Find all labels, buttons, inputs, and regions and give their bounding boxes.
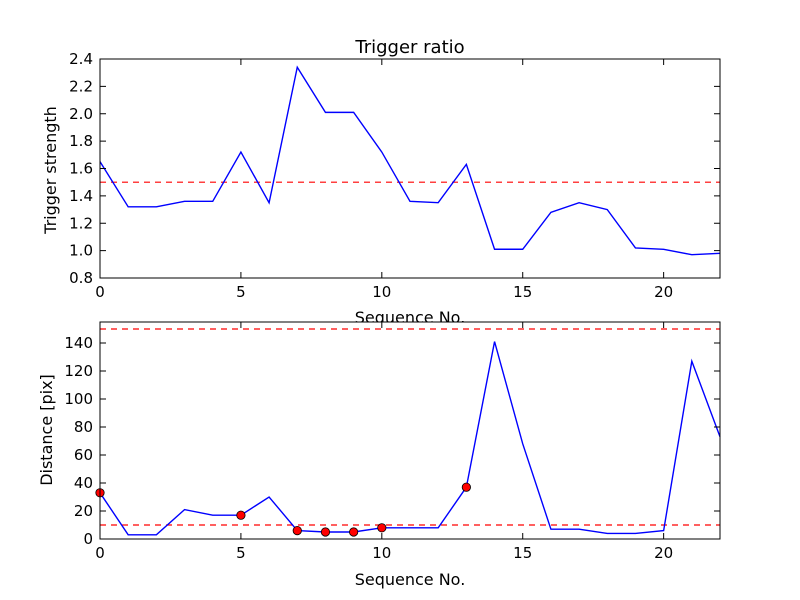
data-point-marker [236,510,246,520]
x-tick-label: 15 [513,283,532,301]
data-point-marker [292,525,302,536]
y-tick-label: 1.2 [69,214,93,232]
y-tick-label: 1.0 [69,242,93,260]
y-axis-label: Distance [pix] [37,374,56,486]
y-tick-label: 20 [74,502,93,520]
x-tick-label: 0 [95,544,105,562]
y-tick-label: 1.8 [69,132,93,150]
y-tick-label: 80 [74,418,93,436]
plot-background [100,59,720,278]
y-tick-label: 40 [74,474,93,492]
data-point-marker [320,527,331,537]
plot-area [99,65,721,256]
x-axis-label: Sequence No. [355,570,466,589]
trigger-ratio-chart: Trigger ratio Trigger strength Sequence … [41,37,721,327]
y-tick-label: 0.8 [69,269,93,287]
plot-frame [99,321,721,540]
x-tick-label: 10 [372,283,391,301]
plot-area [95,328,721,537]
tick-group: 0 5 10 15 20 0 20 40 60 80 100 120 140 [64,322,720,562]
x-tick-label: 5 [236,544,246,562]
y-tick-label: 100 [64,390,93,408]
data-point-marker [377,523,387,533]
x-tick-label: 0 [95,283,105,301]
x-tick-label: 5 [236,283,246,301]
y-tick-label: 2.4 [69,50,93,68]
series-line [99,65,721,256]
x-tick-label: 15 [513,544,532,562]
y-tick-label: 1.6 [69,160,93,178]
y-tick-label: 2.0 [69,105,93,123]
tick-group: 0 5 10 15 20 0.8 1.0 1.2 1.4 1.6 1.8 2.0 2.2 2.4 [69,50,720,301]
series-line [99,341,721,536]
chart-title: Trigger ratio [354,37,464,58]
x-tick-label: 20 [654,283,673,301]
data-point-marker [461,482,471,492]
y-axis-label: Trigger strength [41,106,60,235]
x-tick-label: 10 [372,544,391,562]
data-point-marker [349,527,359,537]
distance-chart: Distance [pix] Sequence No. 0 5 10 15 20 0 20 4… [37,321,721,589]
y-tick-label: 0 [83,530,93,548]
y-tick-label: 1.4 [69,187,93,205]
x-tick-label: 20 [654,544,673,562]
y-tick-label: 120 [64,362,93,380]
y-tick-label: 60 [74,446,93,464]
y-tick-label: 140 [64,334,93,352]
plot-background [100,322,720,539]
y-tick-label: 2.2 [69,77,93,95]
